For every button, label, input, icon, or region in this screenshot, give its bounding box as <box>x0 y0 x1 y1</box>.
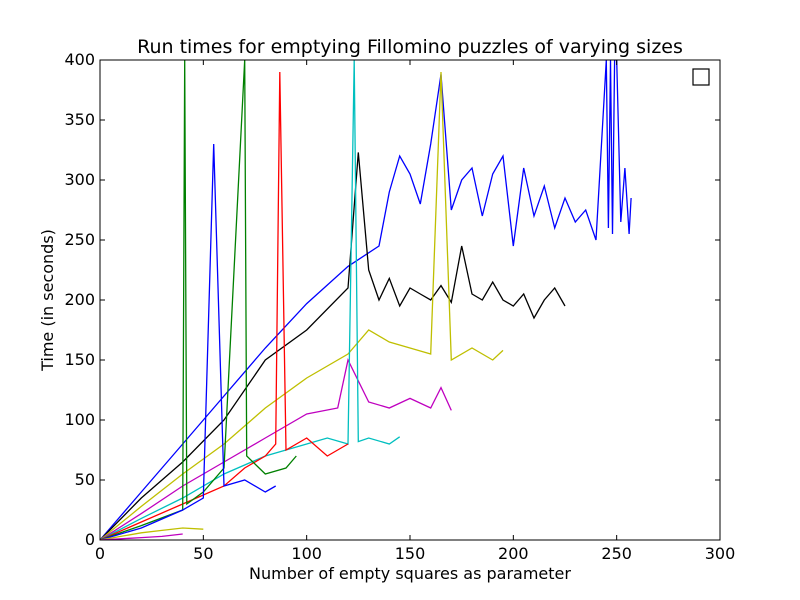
x-tick-label: 0 <box>95 544 105 563</box>
series-line-1 <box>100 60 632 540</box>
legend-box <box>692 68 710 86</box>
series-line-9 <box>100 527 204 540</box>
series-line-4 <box>100 358 452 540</box>
x-tick-label: 100 <box>291 544 322 563</box>
x-tick-label: 200 <box>498 544 529 563</box>
y-tick-label: 200 <box>64 290 95 309</box>
series-line-10 <box>100 533 183 540</box>
y-tick-label: 50 <box>75 470 95 489</box>
series-line-8 <box>100 143 277 540</box>
series-line-3 <box>100 71 504 540</box>
y-tick-label: 150 <box>64 350 95 369</box>
axis-ticks: 0 50 100 150 200 250 300 0 50 100 150 200 250 300 350 4… <box>64 50 735 563</box>
plot-area <box>100 60 632 540</box>
y-tick-label: 400 <box>64 50 95 69</box>
y-tick-label: 300 <box>64 170 95 189</box>
y-tick-label: 0 <box>85 530 95 549</box>
y-tick-label: 350 <box>64 110 95 129</box>
series-line-6 <box>100 71 349 540</box>
y-tick-label: 250 <box>64 230 95 249</box>
x-axis-label: Number of empty squares as parameter <box>249 564 571 583</box>
x-tick-label: 50 <box>193 544 213 563</box>
series-line-2 <box>100 152 566 540</box>
y-axis-label: Time (in seconds) <box>38 229 57 372</box>
x-tick-label: 150 <box>395 544 426 563</box>
y-tick-label: 100 <box>64 410 95 429</box>
chart-title: Run times for emptying Fillomino puzzles… <box>137 36 683 58</box>
x-tick-label: 300 <box>705 544 736 563</box>
x-tick-label: 250 <box>601 544 632 563</box>
